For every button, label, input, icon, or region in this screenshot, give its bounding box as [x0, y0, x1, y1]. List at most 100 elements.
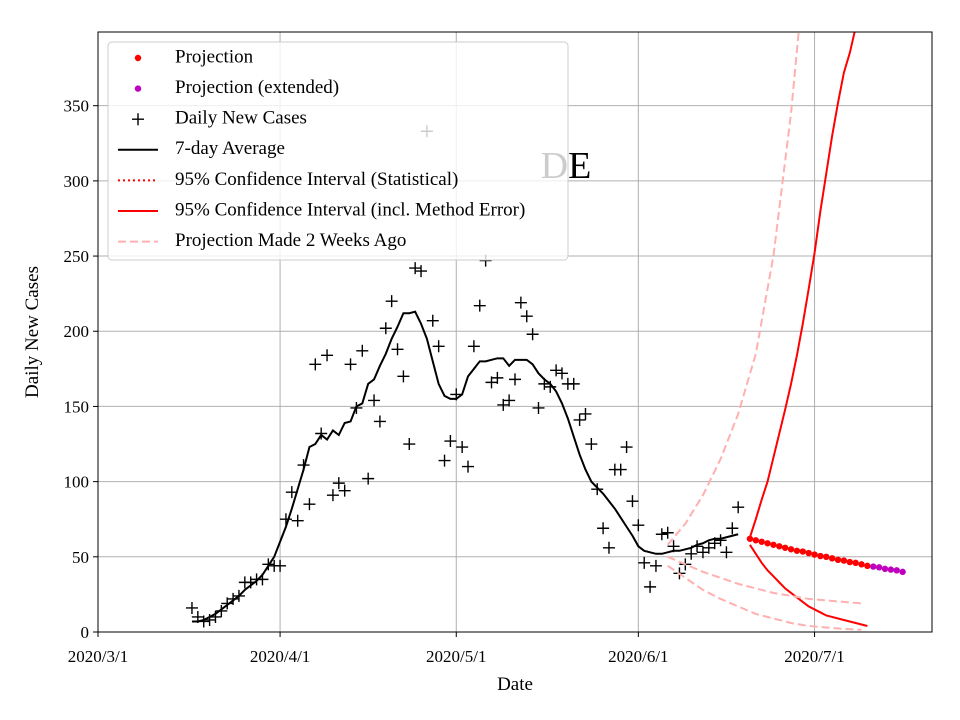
data-point — [467, 340, 480, 353]
y-tick-label: 300 — [64, 172, 90, 191]
data-point — [579, 407, 592, 420]
data-point — [315, 427, 328, 440]
data-point — [409, 262, 422, 275]
projection-dot — [811, 551, 818, 558]
legend-label: 95% Confidence Interval (Statistical) — [175, 169, 458, 190]
projection-dot — [852, 559, 859, 567]
data-point — [720, 546, 733, 559]
x-tick-label: 2020/7/1 — [784, 647, 844, 666]
data-point — [215, 604, 228, 617]
data-point — [514, 296, 527, 309]
projection-dot — [764, 540, 771, 547]
y-tick-label: 350 — [64, 97, 90, 116]
projection-dot — [805, 549, 812, 557]
data-point — [473, 299, 486, 312]
legend-label: 7-day Average — [175, 138, 285, 159]
data-point — [602, 541, 615, 554]
data-point — [274, 559, 287, 572]
data-point — [732, 501, 745, 514]
data-point — [368, 394, 381, 407]
projection-dot — [834, 556, 842, 564]
data-point — [385, 295, 398, 308]
data-point — [726, 522, 739, 535]
legend-label: Projection (extended) — [175, 77, 339, 98]
legend-label: 95% Confidence Interval (incl. Method Er… — [175, 199, 525, 220]
data-point — [573, 413, 586, 426]
projection-dot — [870, 563, 877, 570]
projection-dot — [746, 535, 754, 542]
x-axis-label: Date — [497, 674, 533, 695]
data-point — [356, 344, 369, 357]
data-point — [332, 477, 345, 490]
projection-dot — [864, 562, 871, 570]
data-point — [649, 559, 662, 572]
legend-box — [107, 41, 569, 261]
x-tick-label: 2020/4/1 — [250, 647, 310, 666]
data-point — [644, 580, 657, 593]
data-point — [279, 513, 292, 526]
y-tick-label: 100 — [64, 473, 90, 492]
data-point — [620, 441, 633, 454]
y-tick-label: 50 — [72, 548, 89, 567]
data-point — [532, 401, 545, 414]
data-point — [426, 314, 439, 327]
band-upper — [748, 32, 856, 538]
ticks: 0 50 100 150 200 250 300 350 2020/3/1 2020/4/1 202… — [64, 97, 845, 666]
data-point — [456, 441, 469, 454]
projection-dot — [770, 541, 777, 548]
projection-dot — [787, 546, 795, 553]
axes-frame — [97, 31, 933, 633]
projection-dot — [781, 544, 789, 551]
legend-label: Daily New Cases — [175, 108, 307, 129]
data-point — [321, 349, 334, 362]
data-point — [397, 370, 410, 383]
y-tick-label: 200 — [64, 322, 90, 341]
legend-marker — [134, 85, 142, 92]
y-tick-label: 250 — [64, 247, 90, 266]
data-point — [555, 367, 568, 380]
data-point — [438, 454, 451, 467]
projection-dot — [817, 552, 824, 560]
band-upper — [666, 32, 800, 546]
y-tick-label: 150 — [64, 397, 90, 416]
data-point — [714, 534, 727, 547]
projection-dot — [881, 565, 889, 573]
data-point — [591, 483, 604, 496]
x-tick-label: 2020/3/1 — [68, 647, 128, 666]
data-point — [303, 498, 316, 511]
data-point — [632, 519, 645, 532]
x-tick-label: 2020/5/1 — [426, 647, 486, 666]
legend-label: Projection — [175, 46, 254, 67]
projection-dot — [799, 548, 806, 555]
data-point — [638, 556, 651, 569]
projection-dot — [899, 568, 906, 576]
x-tick-label: 2020/6/1 — [608, 647, 668, 666]
projection-dot — [823, 553, 830, 561]
legend-label: Projection Made 2 Weeks Ago — [175, 230, 406, 251]
data-point — [567, 377, 580, 390]
projection-dot — [793, 547, 801, 554]
data-point — [585, 438, 598, 451]
data-point — [626, 495, 639, 508]
data-point — [661, 526, 674, 539]
projection-dot — [776, 543, 783, 550]
data-point — [344, 358, 357, 371]
projection-dot — [758, 538, 765, 545]
data-point — [326, 489, 339, 502]
data-point — [444, 435, 457, 448]
y-axis-label: Daily New Cases — [22, 266, 43, 398]
data-point — [227, 592, 240, 605]
data-point — [391, 343, 404, 356]
data-point — [509, 373, 521, 386]
data-point — [614, 463, 627, 476]
data-point — [338, 484, 351, 497]
projection-dot — [752, 537, 760, 544]
data-point — [655, 528, 668, 541]
data-point — [362, 472, 375, 485]
projection-dot — [846, 558, 853, 566]
data-point — [491, 371, 504, 384]
projection-dot — [887, 566, 895, 573]
data-point — [503, 394, 516, 407]
projection-dot — [840, 557, 848, 564]
